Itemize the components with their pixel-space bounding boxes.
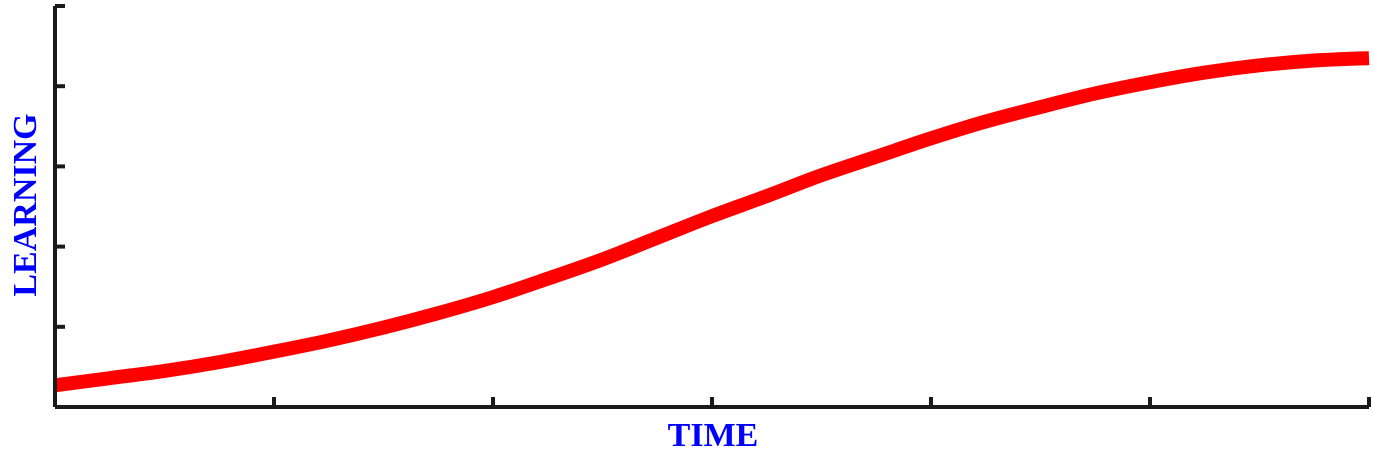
y-axis-label: LEARNING — [7, 113, 44, 296]
series-line-0 — [54, 51, 1370, 393]
axes — [53, 4, 1371, 409]
plot-area — [54, 51, 1370, 393]
x-axis-label: TIME — [668, 417, 759, 454]
